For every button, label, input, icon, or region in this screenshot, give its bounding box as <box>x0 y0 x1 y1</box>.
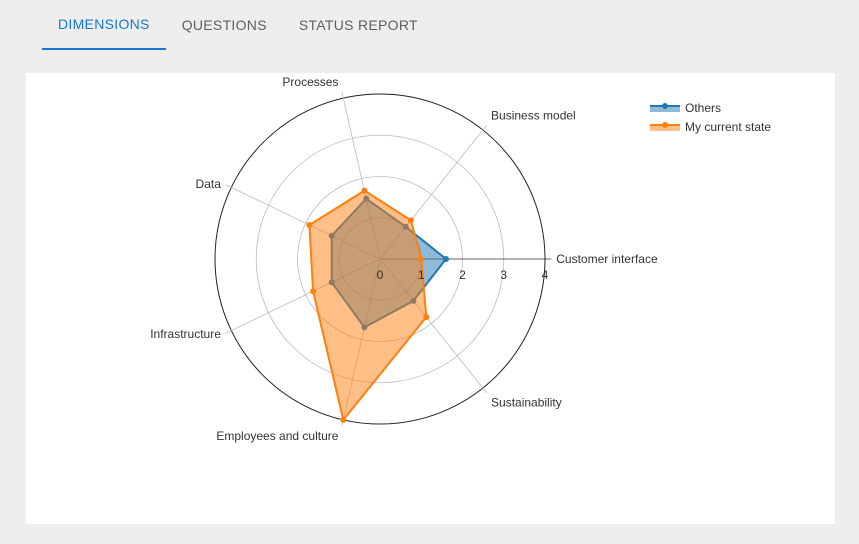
tab-bar: DIMENSIONS QUESTIONS STATUS REPORT <box>42 0 434 50</box>
chart-card <box>26 73 835 524</box>
data-point <box>310 288 317 295</box>
tab-dimensions[interactable]: DIMENSIONS <box>42 0 166 50</box>
series-area <box>308 189 428 421</box>
tab-status-report[interactable]: STATUS REPORT <box>298 17 418 33</box>
tick-label: 0 <box>377 268 384 282</box>
data-point <box>407 217 414 224</box>
label-layer: Customer interface Business model Processe… <box>150 75 658 443</box>
axis-label: Employees and culture <box>216 429 338 443</box>
axis-label: Infrastructure <box>150 327 221 341</box>
data-point <box>340 416 347 423</box>
tick-label: 3 <box>500 268 507 282</box>
axis-label: Sustainability <box>491 395 562 409</box>
tick-label: 1 <box>418 268 425 282</box>
legend-label: Others <box>685 101 721 115</box>
legend-layer: Others My current state <box>650 101 771 134</box>
tab-questions[interactable]: QUESTIONS <box>181 17 267 33</box>
series-layer <box>306 187 449 423</box>
data-point <box>361 187 368 194</box>
data-point <box>418 256 425 262</box>
legend-label: My current state <box>685 120 771 134</box>
tick-label: 4 <box>542 268 549 282</box>
tick-label: 2 <box>459 268 466 282</box>
axis-label: Processes <box>282 75 338 89</box>
data-point <box>306 221 313 228</box>
axis-label: Business model <box>491 109 576 123</box>
data-point <box>423 314 430 321</box>
legend-marker <box>662 103 668 109</box>
axis-label: Data <box>196 177 222 191</box>
legend-marker <box>662 122 668 128</box>
data-point <box>443 256 449 262</box>
axis-label: Customer interface <box>556 252 658 266</box>
